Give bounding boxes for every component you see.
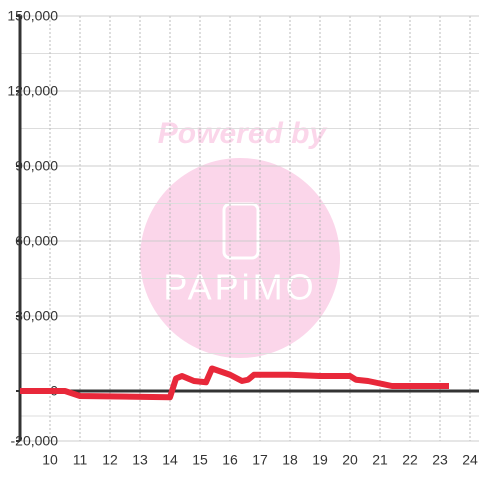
y-tick-label: 30,000 xyxy=(15,308,58,324)
y-tick-label: 60,000 xyxy=(15,233,58,249)
x-tick-label: 24 xyxy=(462,452,478,468)
x-tick-label: 10 xyxy=(42,452,58,468)
y-tick-label: 90,000 xyxy=(15,158,58,174)
x-tick-label: 12 xyxy=(102,452,118,468)
y-tick-label: 150,000 xyxy=(7,8,58,24)
data-line xyxy=(20,365,449,401)
x-tick-label: 22 xyxy=(402,452,418,468)
y-tick-label: -20,000 xyxy=(11,433,59,449)
y-tick-label: 120,000 xyxy=(7,83,58,99)
x-tick-label: 19 xyxy=(312,452,328,468)
x-tick-label: 11 xyxy=(73,452,88,468)
x-tick-label: 16 xyxy=(222,452,238,468)
x-tick-label: 14 xyxy=(162,452,178,468)
watermark-logo: PAPiMO xyxy=(163,267,316,308)
x-tick-label: 20 xyxy=(342,452,358,468)
x-tick-label: 21 xyxy=(372,452,388,468)
x-tick-label: 23 xyxy=(432,452,448,468)
x-tick-label: 13 xyxy=(132,452,148,468)
x-tick-label: 17 xyxy=(252,452,268,468)
watermark-text: Powered by xyxy=(158,117,328,150)
x-tick-label: 15 xyxy=(192,452,208,468)
x-tick-label: 18 xyxy=(282,452,298,468)
